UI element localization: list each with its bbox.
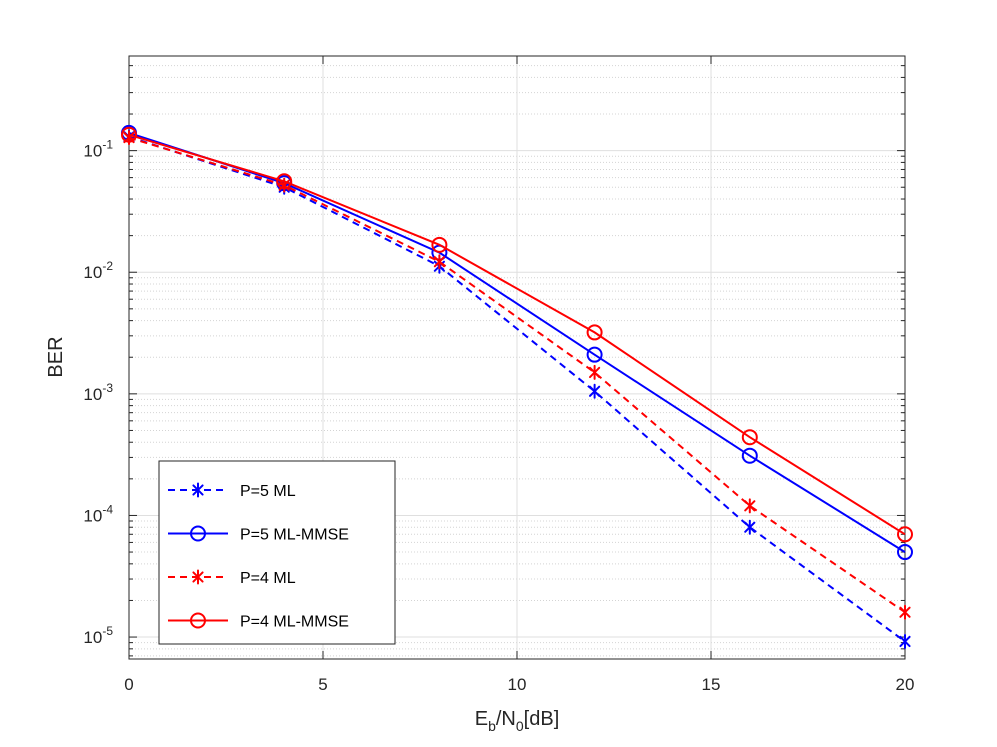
data-point [741,447,758,464]
x-tick-label: 20 [896,675,915,694]
axis-ticks: 10-5 10-4 10-3 10-2 10-1 0 5 10 15 20 [83,56,914,694]
data-point [741,429,758,446]
legend-item: P=5 ML [168,482,296,500]
y-tick-label: 10-3 [83,381,113,404]
data-point [431,236,448,253]
x-tick-label: 10 [508,675,527,694]
data-point [589,383,601,399]
legend-label: P=4 ML [240,570,296,587]
legend-marker [190,612,206,629]
x-tick-label: 15 [702,675,721,694]
series-line [128,133,906,536]
data-point [899,633,911,649]
legend-item: P=5 ML-MMSE [168,525,349,544]
y-tick-label: 10-4 [83,502,113,525]
data-point [121,126,137,143]
legend: P=5 ML P=5 ML-MMSE P=4 ML P=4 ML-MMSE [158,460,396,645]
data-point [744,498,756,514]
x-label-mid: /N [496,708,516,730]
legend-item: P=4 ML-MMSE [168,612,349,631]
series-line [128,131,906,553]
legend-label: P=5 ML [240,483,296,500]
data-point [433,254,445,270]
y-tick-label: 10-5 [83,624,113,647]
x-tick-label: 0 [124,675,133,694]
data-point [897,544,913,561]
legend-marker [192,482,204,498]
x-label-sub1: b [488,718,496,734]
x-tick-label: 5 [318,675,327,694]
y-axis-label: BER [45,336,67,377]
data-point [589,364,601,380]
series-layer [121,124,913,649]
series-p-4-ml-mmse [121,126,913,543]
series-line [128,136,906,614]
legend-label: P=4 ML-MMSE [240,614,349,631]
x-axis-label: Eb/N0[dB] [475,708,560,734]
data-point [586,346,603,363]
data-point [897,526,913,543]
data-point [276,173,293,190]
legend-marker [190,525,206,542]
series-line [128,135,906,643]
y-tick-label: 10-2 [83,259,113,282]
x-label-main: E [475,708,488,730]
data-point [586,324,603,341]
y-tick-label: 10-1 [83,138,113,161]
x-label-tail: [dB] [524,708,560,730]
data-point [744,519,756,535]
x-label-sub2: 0 [516,718,524,734]
legend-label: P=5 ML-MMSE [240,527,349,544]
legend-marker [192,569,204,585]
data-point [899,604,911,620]
legend-item: P=4 ML [168,569,296,587]
